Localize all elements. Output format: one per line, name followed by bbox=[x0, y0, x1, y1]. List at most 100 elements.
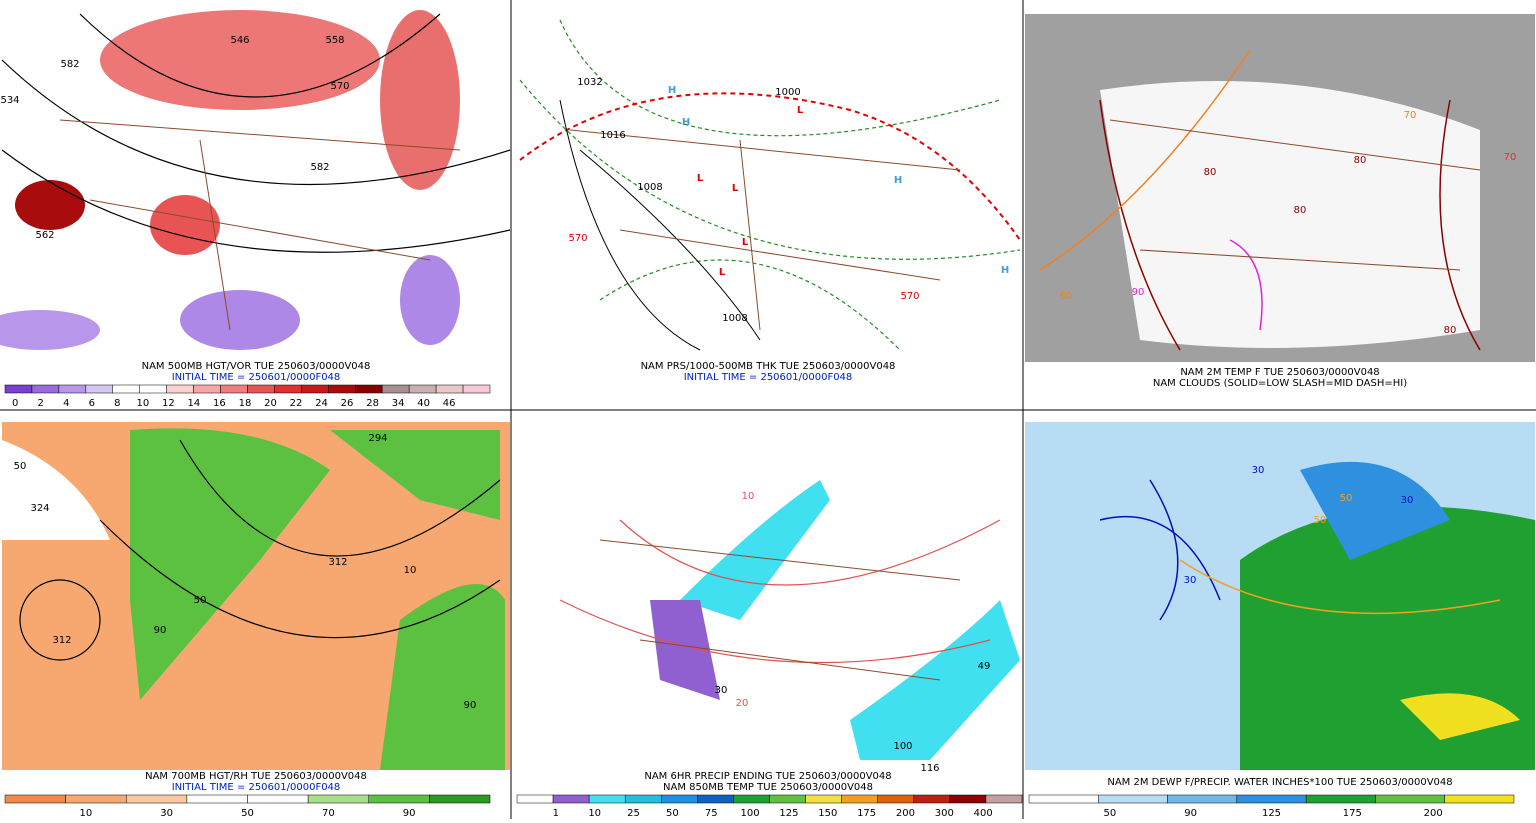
colorbar-label: 100 bbox=[741, 808, 760, 819]
colorbar-label: 125 bbox=[1262, 808, 1281, 819]
colorbar-box bbox=[368, 794, 430, 804]
map-label: L bbox=[742, 237, 749, 248]
colorbar-label: 75 bbox=[705, 808, 718, 819]
colorbar-box bbox=[58, 384, 87, 394]
map-label: L bbox=[732, 183, 739, 194]
map-label: 100 bbox=[893, 741, 912, 752]
map-label: 10 bbox=[404, 565, 417, 576]
map-label: 1032 bbox=[577, 77, 602, 88]
map-label: 116 bbox=[920, 763, 939, 774]
map-label: 570 bbox=[330, 81, 349, 92]
colorbar-label: 50 bbox=[241, 808, 254, 819]
map-label: 80 bbox=[1444, 325, 1457, 336]
map-label: 558 bbox=[325, 35, 344, 46]
colorbar-box bbox=[112, 384, 140, 394]
map-label: 1008 bbox=[637, 182, 662, 193]
colorbar-label: 400 bbox=[974, 808, 993, 819]
colorbar-box bbox=[462, 384, 491, 394]
map-label: H bbox=[894, 175, 902, 186]
map-label: 294 bbox=[368, 433, 387, 444]
map-label: 1008 bbox=[722, 313, 747, 324]
map-label: 30 bbox=[1252, 465, 1265, 476]
colorbar-label: 10 bbox=[588, 808, 601, 819]
map-label: 30 bbox=[1401, 495, 1414, 506]
colorbar-box bbox=[355, 384, 383, 394]
colorbar-label: 200 bbox=[1424, 808, 1443, 819]
map-label: 20 bbox=[736, 698, 749, 709]
colorbar-box bbox=[516, 794, 554, 804]
colorbar-label: 26 bbox=[341, 398, 354, 409]
colorbar-box bbox=[274, 384, 302, 394]
caption: NAM 6HR PRECIP ENDING TUE 250603/0000V04… bbox=[644, 771, 891, 782]
map-label: 1016 bbox=[600, 130, 625, 141]
colorbar-label: 20 bbox=[264, 398, 277, 409]
caption: NAM 850MB TEMP TUE 250603/0000V048 bbox=[663, 782, 873, 793]
colorbar-box bbox=[247, 794, 309, 804]
colorbar-label: 125 bbox=[779, 808, 798, 819]
colorbar-box bbox=[408, 384, 437, 394]
map-label: H bbox=[682, 117, 690, 128]
colorbar-box bbox=[435, 384, 464, 394]
colorbar-label: 50 bbox=[1103, 808, 1116, 819]
colorbar-box bbox=[1028, 794, 1099, 804]
colorbar-box bbox=[126, 794, 188, 804]
map-label: 60 bbox=[1060, 291, 1073, 302]
map-label: 80 bbox=[1354, 155, 1367, 166]
map-label: 80 bbox=[1204, 167, 1217, 178]
map-label: H bbox=[1001, 265, 1009, 276]
colorbar-box bbox=[65, 794, 127, 804]
colorbar-box bbox=[552, 794, 590, 804]
colorbar-label: 25 bbox=[627, 808, 640, 819]
map-label: 90 bbox=[154, 625, 167, 636]
colorbar-label: 10 bbox=[136, 398, 149, 409]
colorbar-box bbox=[4, 794, 66, 804]
colorbar-label: 4 bbox=[63, 398, 69, 409]
caption: INITIAL TIME = 250601/0000F048 bbox=[172, 782, 341, 793]
colorbar-label: 2 bbox=[38, 398, 44, 409]
map-label: 312 bbox=[52, 635, 71, 646]
colorbar-label: 14 bbox=[188, 398, 201, 409]
colorbar-label: 90 bbox=[1184, 808, 1197, 819]
map-700mb bbox=[2, 422, 510, 770]
map-label: H bbox=[668, 85, 676, 96]
colorbar-box bbox=[661, 794, 698, 804]
colorbar-label: 200 bbox=[896, 808, 915, 819]
colorbar-box bbox=[166, 384, 194, 394]
map-label: L bbox=[719, 267, 726, 278]
colorbar-label: 300 bbox=[935, 808, 954, 819]
colorbar-box bbox=[588, 794, 626, 804]
map-label: 80 bbox=[1294, 205, 1307, 216]
map-label: 312 bbox=[328, 557, 347, 568]
map-label: 70 bbox=[1404, 110, 1417, 121]
colorbar-box bbox=[85, 384, 114, 394]
colorbar-label: 0 bbox=[12, 398, 18, 409]
colorbar-box bbox=[328, 384, 356, 394]
caption: INITIAL TIME = 250601/0000F048 bbox=[172, 372, 341, 383]
colorbar-label: 46 bbox=[443, 398, 456, 409]
colorbar-box bbox=[31, 384, 60, 394]
map-label: 30 bbox=[1184, 575, 1197, 586]
colorbar-box bbox=[1444, 794, 1515, 804]
colorbar-label: 18 bbox=[239, 398, 252, 409]
colorbar-box bbox=[307, 794, 369, 804]
caption: NAM 2M TEMP F TUE 250603/0000V048 bbox=[1180, 367, 1379, 378]
map-label: 10 bbox=[742, 491, 755, 502]
map-label: 1000 bbox=[775, 87, 800, 98]
colorbar-label: 28 bbox=[366, 398, 379, 409]
colorbar-label: 8 bbox=[114, 398, 120, 409]
caption: NAM 2M DEWP F/PRECIP. WATER INCHES*100 T… bbox=[1107, 777, 1452, 788]
map-label: 582 bbox=[310, 162, 329, 173]
map-label: L bbox=[697, 173, 704, 184]
colorbar-box bbox=[381, 384, 410, 394]
map-label: 70 bbox=[1504, 152, 1517, 163]
colorbar-box bbox=[193, 384, 221, 394]
colorbar-label: 50 bbox=[666, 808, 679, 819]
colorbar-label: 34 bbox=[392, 398, 405, 409]
map-thickness bbox=[513, 14, 1022, 358]
colorbar-label: 70 bbox=[322, 808, 335, 819]
colorbar-box bbox=[697, 794, 734, 804]
caption: NAM 500MB HGT/VOR TUE 250603/0000V048 bbox=[142, 361, 371, 372]
colorbar-box bbox=[4, 384, 33, 394]
map-label: 546 bbox=[230, 35, 249, 46]
